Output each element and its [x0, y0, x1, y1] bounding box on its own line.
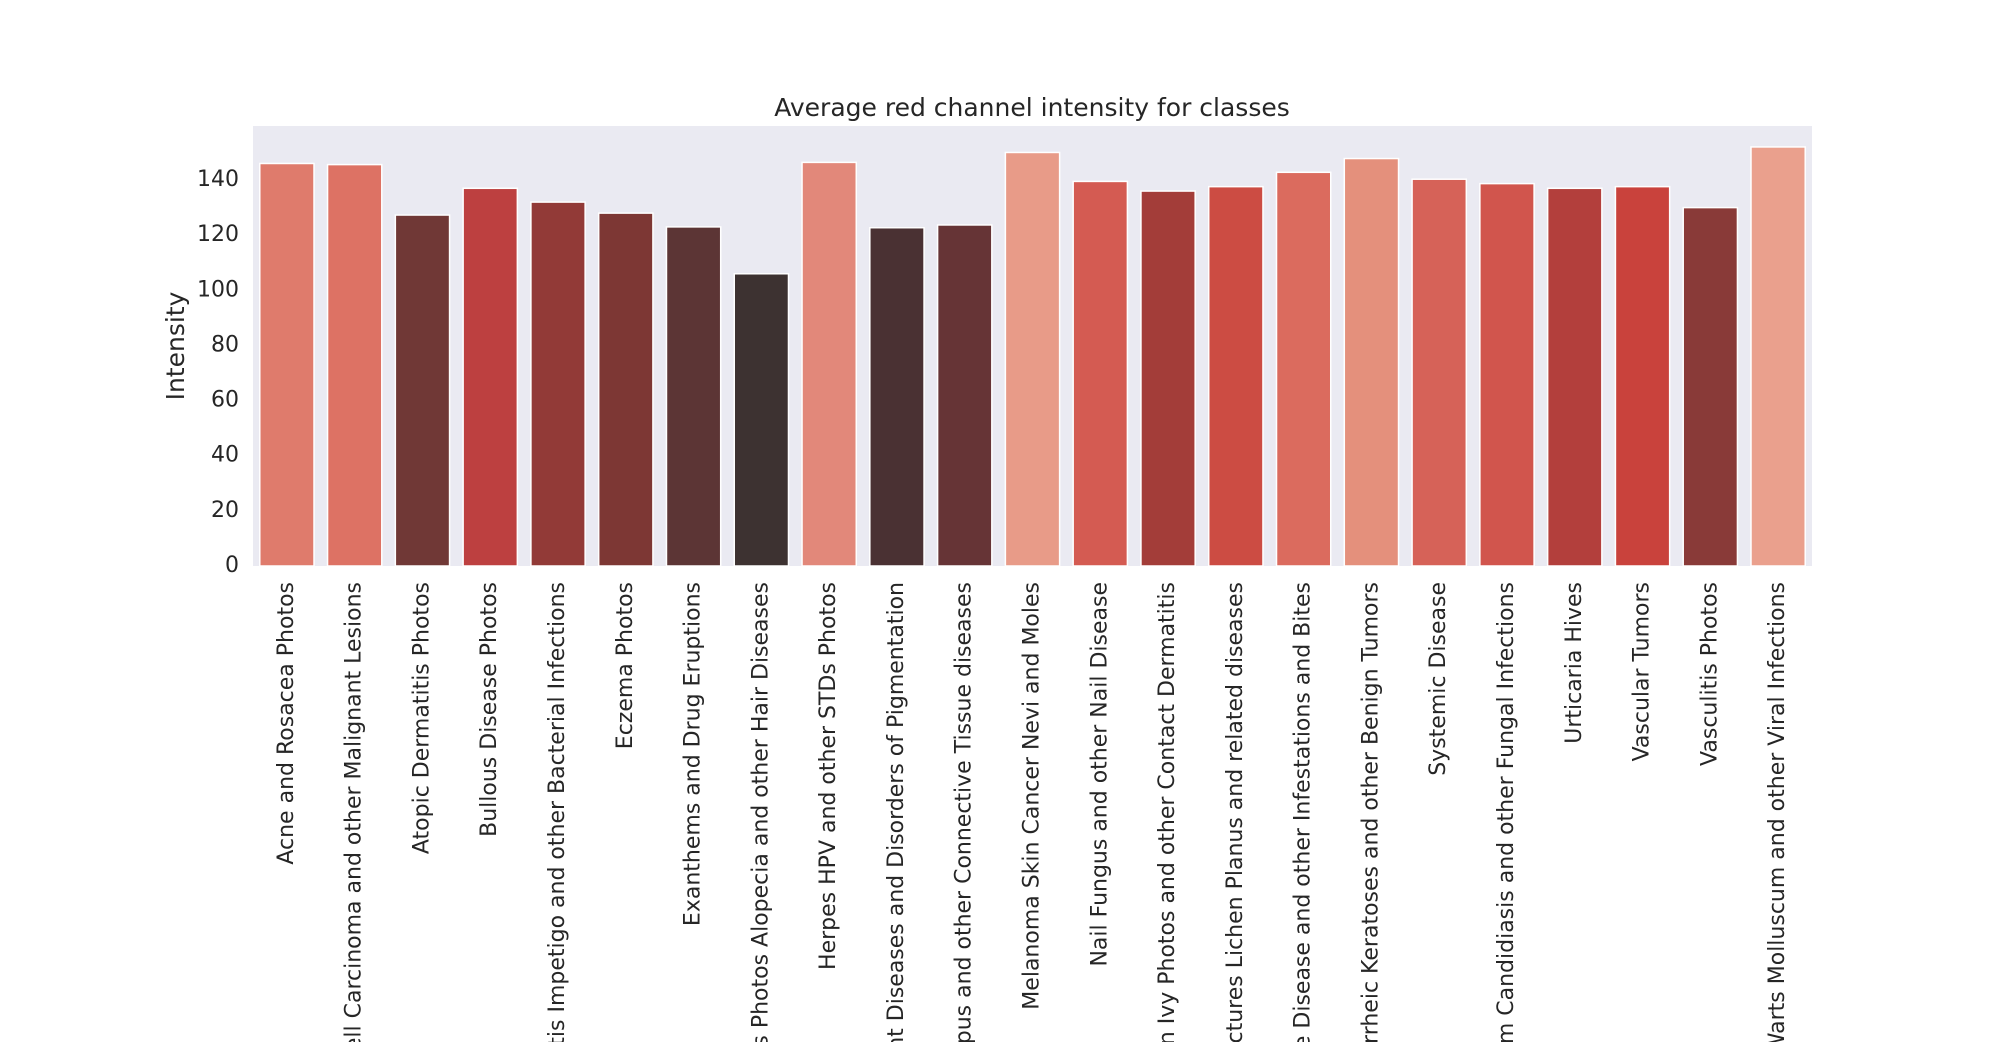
bar	[1614, 185, 1671, 567]
bar	[394, 214, 451, 567]
bar	[1072, 180, 1129, 567]
x-tick-label: Vascular Tumors	[1630, 582, 1655, 761]
bar	[869, 226, 925, 567]
x-tick-label: Tinea Ringworm Candidiasis and other Fun…	[1494, 582, 1519, 1042]
chart-title: Average red channel intensity for classe…	[774, 93, 1290, 122]
bar	[801, 161, 858, 567]
y-tick-label: 60	[211, 388, 239, 413]
y-tick-label: 140	[197, 167, 239, 192]
x-tick-label: Vasculitis Photos	[1697, 582, 1722, 766]
y-tick-label: 0	[225, 553, 239, 578]
x-tick-label: Lupus and other Connective Tissue diseas…	[952, 582, 977, 1042]
y-tick-label: 80	[211, 332, 239, 357]
x-tick-label: Psoriasis pictures Lichen Planus and rel…	[1223, 582, 1248, 1042]
x-tick-label: Acne and Rosacea Photos	[274, 582, 299, 865]
bar	[530, 201, 586, 567]
bar	[1140, 190, 1196, 567]
bar	[326, 163, 383, 567]
x-tick-label: Warts Molluscum and other Viral Infectio…	[1765, 582, 1790, 1042]
x-tick-label: Exanthems and Drug Eruptions	[681, 582, 706, 926]
bar	[1004, 151, 1061, 567]
x-tick-label: Actinic Keratosis Basal Cell Carcinoma a…	[342, 582, 367, 1042]
bar	[1546, 187, 1603, 567]
bar	[1479, 182, 1535, 567]
bar	[462, 187, 519, 567]
bar	[1207, 185, 1264, 567]
x-tick-label: Bullous Disease Photos	[477, 582, 502, 837]
y-tick-label: 40	[211, 443, 239, 468]
y-axis-label: Intensity	[161, 291, 190, 400]
x-tick-label: Nail Fungus and other Nail Disease	[1087, 582, 1112, 967]
x-tick-label: Cellulitis Impetigo and other Bacterial …	[545, 582, 570, 1042]
bar	[1750, 146, 1806, 567]
x-tick-label: Poison Ivy Photos and other Contact Derm…	[1155, 582, 1180, 1042]
bar	[665, 226, 722, 567]
x-tick-label: Herpes HPV and other STDs Photos	[816, 582, 841, 970]
x-tick-label: Urticaria Hives	[1562, 582, 1587, 744]
bar	[1343, 157, 1400, 567]
bar	[936, 224, 993, 567]
x-tick-label: Light Diseases and Disorders of Pigmenta…	[884, 582, 909, 1042]
bar	[1682, 206, 1739, 567]
x-tick-label: Hair Loss Photos Alopecia and other Hair…	[748, 582, 773, 1042]
bar	[733, 273, 790, 567]
x-tick-label: Atopic Dermatitis Photos	[409, 582, 434, 854]
x-tick-label: Seborrheic Keratoses and other Benign Tu…	[1358, 582, 1383, 1042]
x-tick-label: Eczema Photos	[613, 582, 638, 749]
bar	[1411, 178, 1468, 567]
x-tick-label: Scabies Lyme Disease and other Infestati…	[1291, 582, 1316, 1042]
y-tick-label: 100	[197, 277, 239, 302]
bar	[259, 162, 315, 567]
y-tick-label: 20	[211, 498, 239, 523]
bar	[1275, 171, 1332, 567]
bar	[597, 212, 654, 567]
x-tick-label: Systemic Disease	[1426, 582, 1451, 776]
x-tick-label: Melanoma Skin Cancer Nevi and Moles	[1020, 582, 1045, 1010]
y-tick-label: 120	[197, 222, 239, 247]
